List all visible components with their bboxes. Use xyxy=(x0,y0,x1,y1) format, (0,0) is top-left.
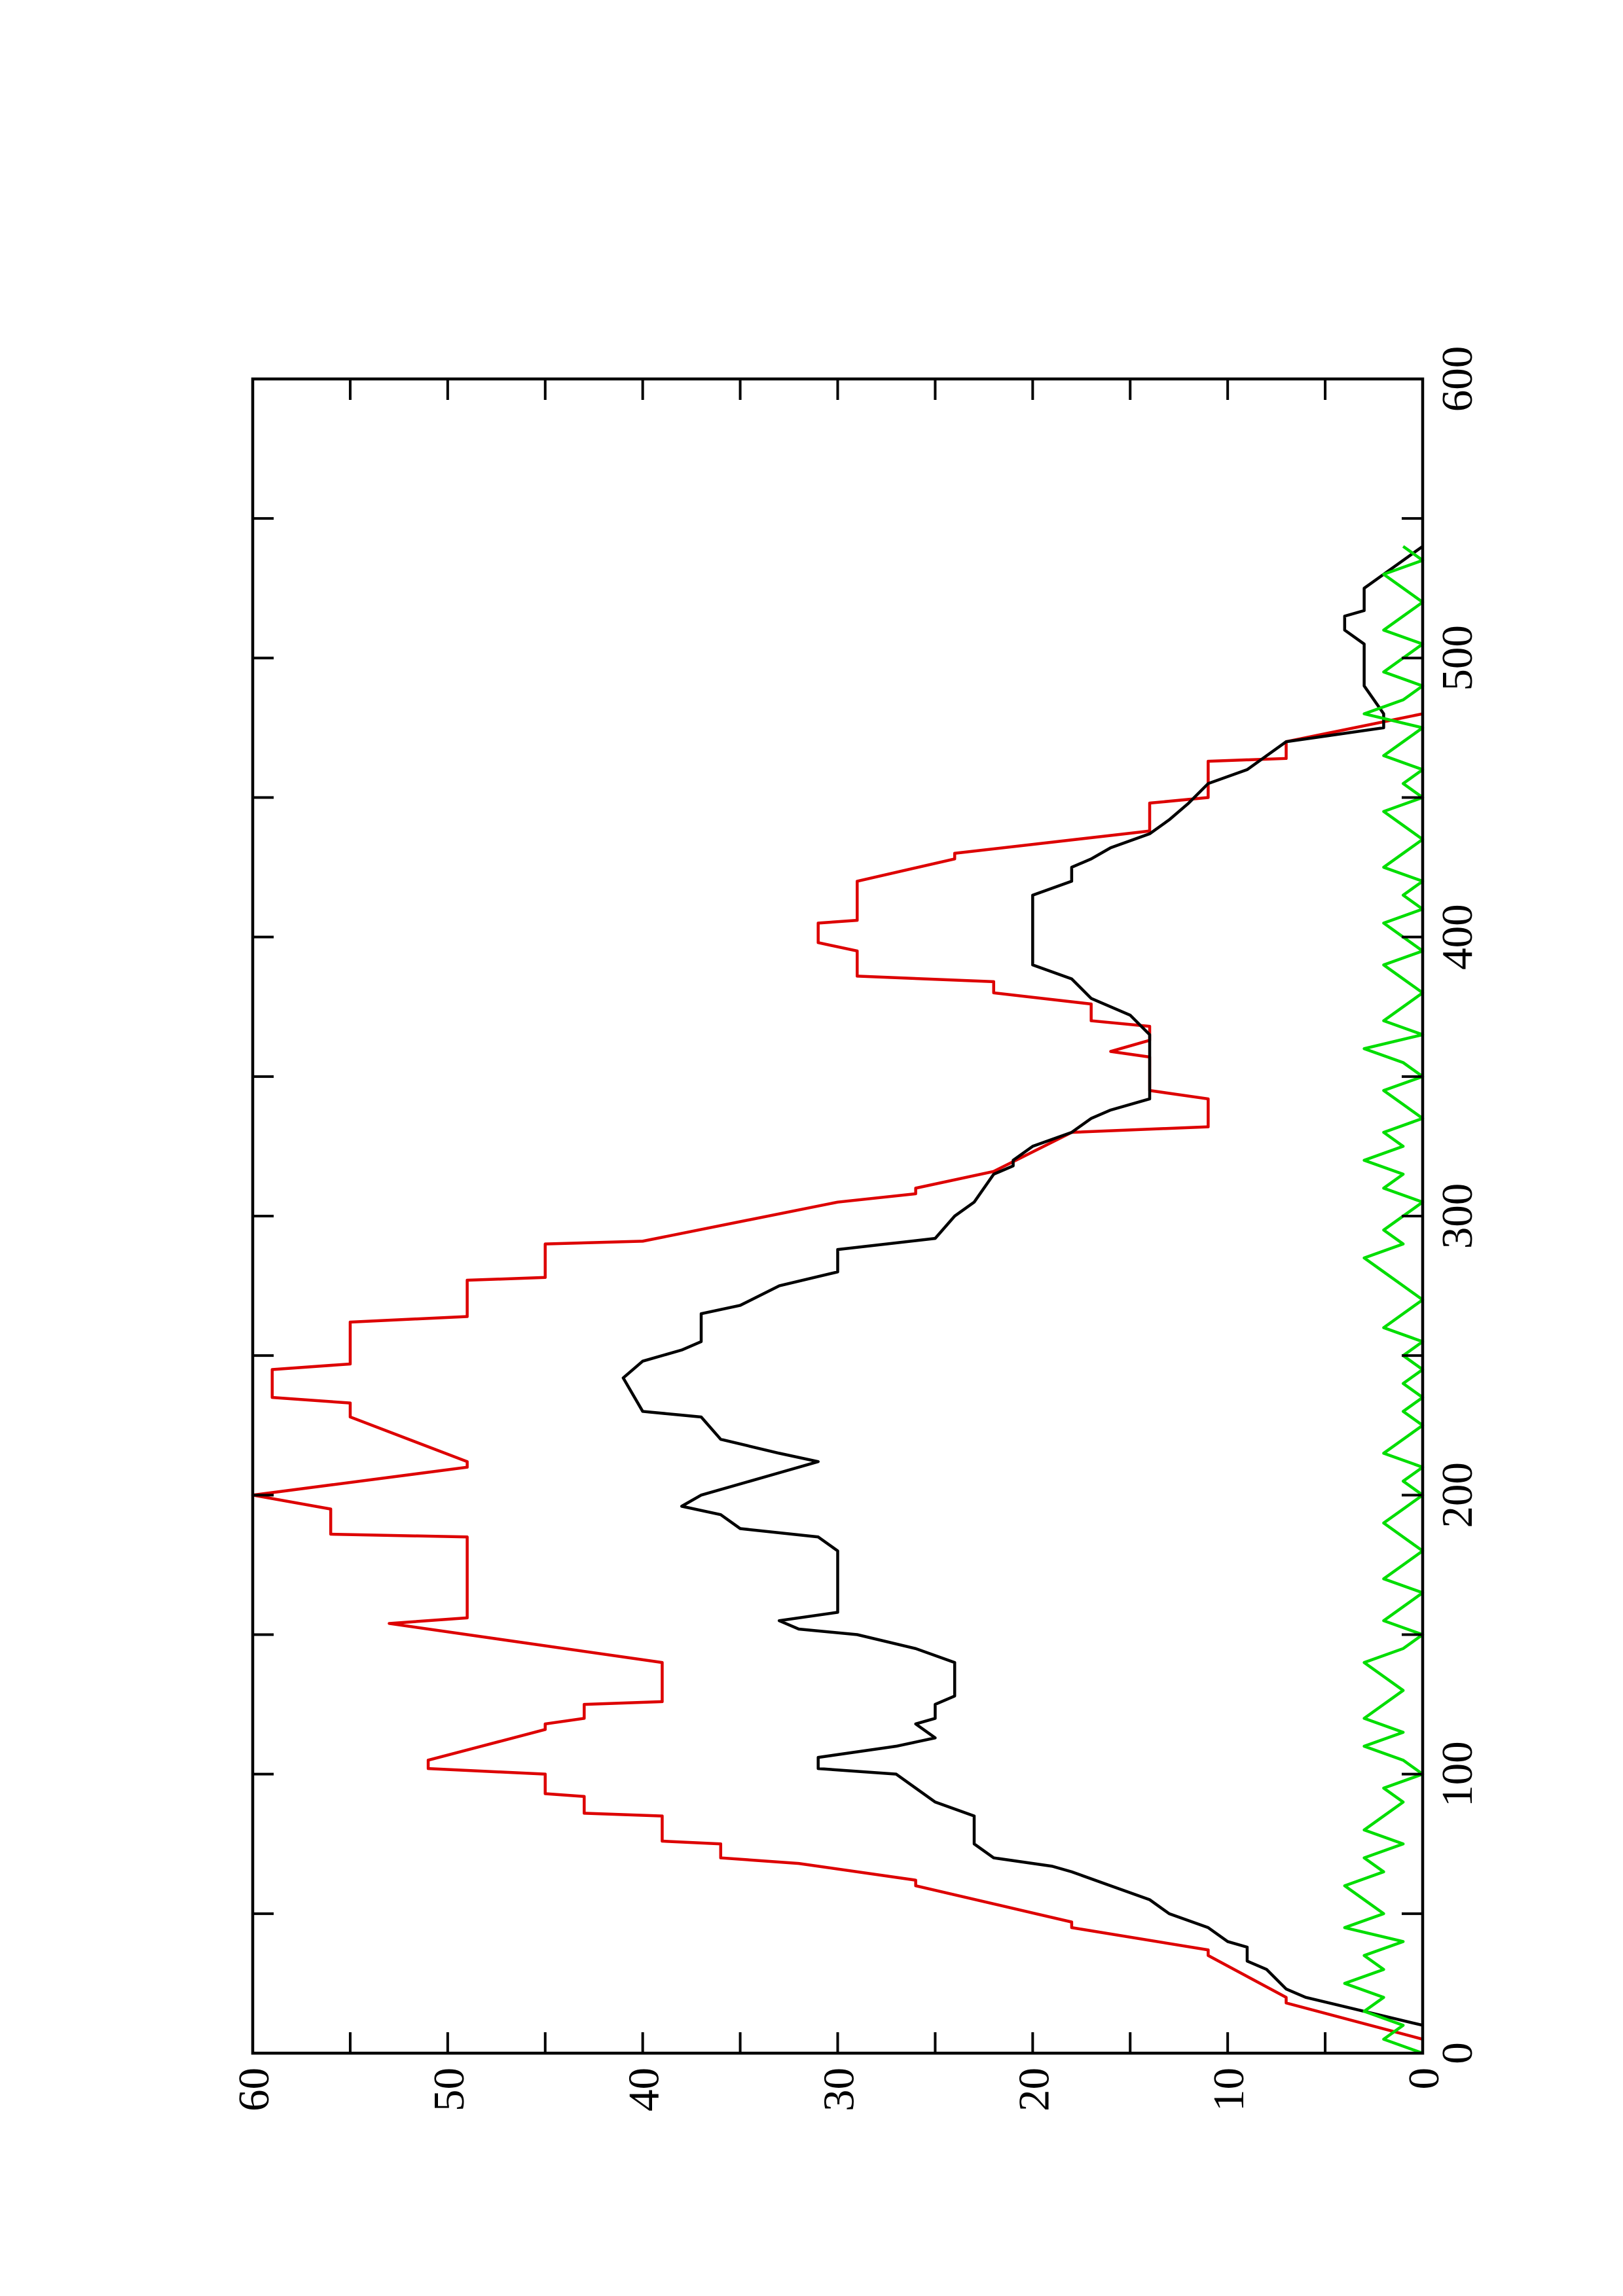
series-line xyxy=(621,545,1424,2027)
y-tick-label: 0 xyxy=(1400,2068,1448,2090)
y-tick-label: 30 xyxy=(815,2068,864,2111)
plot-area: 0 100 200 300 400 500 600 0 10 20 30 40 50 60 xyxy=(230,346,1482,2111)
y-tick-label: 50 xyxy=(425,2068,473,2111)
y-tick-label: 10 xyxy=(1205,2068,1253,2111)
x-tick-label: 300 xyxy=(1433,1183,1482,1249)
x-tick-label: 200 xyxy=(1433,1462,1482,1528)
x-tick-label: 0 xyxy=(1433,2042,1482,2064)
x-tick-label: 500 xyxy=(1433,625,1482,691)
x-tick-label: 400 xyxy=(1433,904,1482,970)
y-tick-label: 40 xyxy=(620,2068,668,2111)
y-tick-label: 60 xyxy=(230,2068,278,2111)
x-tick-label: 100 xyxy=(1433,1741,1482,1807)
series-line xyxy=(251,712,1423,2041)
series-line xyxy=(1343,545,1425,2055)
x-tick-label: 600 xyxy=(1433,346,1482,412)
y-tick-label: 20 xyxy=(1010,2068,1058,2111)
plot-frame xyxy=(251,377,1425,2055)
